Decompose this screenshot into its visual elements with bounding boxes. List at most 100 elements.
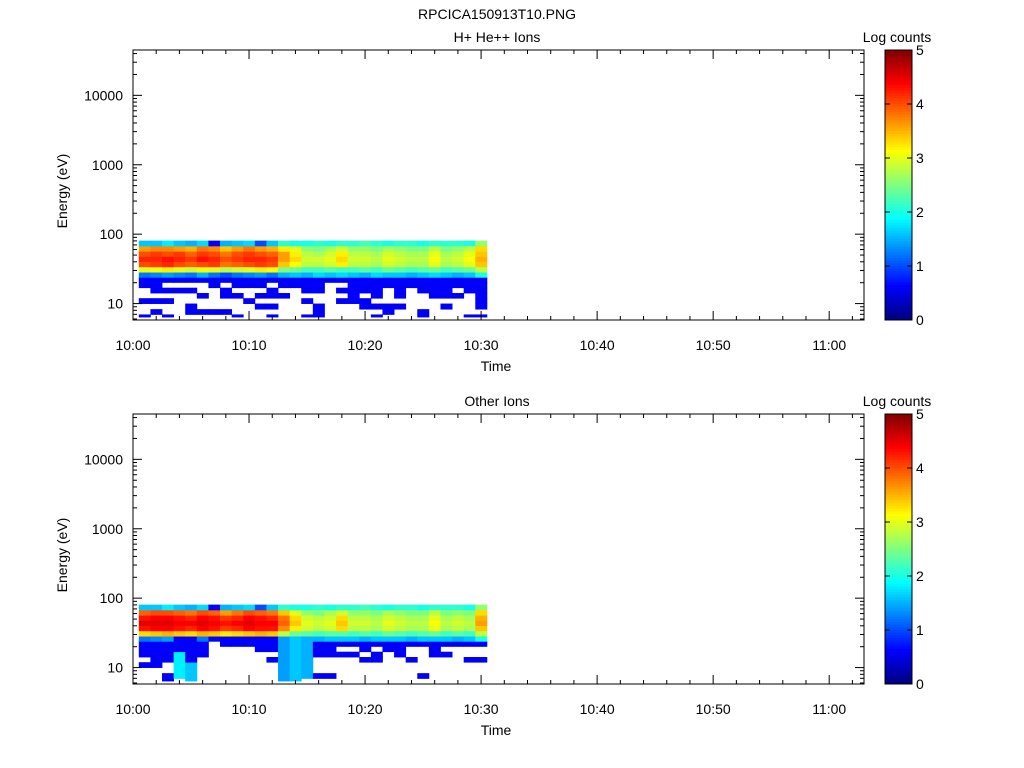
heatmap-cell — [394, 266, 407, 273]
colorbar-segment — [885, 443, 912, 447]
heatmap-cell — [417, 636, 430, 642]
colorbar-tick-label: 3 — [916, 150, 924, 166]
heatmap-cell — [231, 630, 244, 637]
heatmap-cell — [266, 293, 279, 299]
colorbar-segment — [885, 101, 912, 105]
colorbar-segment — [885, 489, 912, 493]
heatmap-cell — [475, 287, 488, 294]
colorbar-segment — [885, 616, 912, 620]
heatmap-cell — [382, 266, 395, 273]
heatmap-cell — [220, 293, 233, 299]
heatmap-cell — [231, 620, 244, 626]
heatmap-cell — [278, 657, 291, 663]
heatmap-cell — [220, 261, 233, 268]
colorbar-segment — [885, 681, 912, 685]
heatmap-cell — [359, 277, 372, 283]
heatmap-cell — [266, 646, 279, 653]
heatmap-cell — [138, 609, 151, 616]
heatmap-cell — [220, 630, 233, 637]
heatmap-cell — [220, 609, 233, 616]
colorbar-segment — [885, 260, 912, 264]
heatmap-cell — [301, 240, 314, 247]
heatmap-cell — [162, 272, 175, 278]
colorbar-segment — [885, 449, 912, 453]
heatmap-cell — [185, 657, 198, 663]
heatmap-cell — [463, 240, 476, 247]
colorbar-tick-label: 2 — [916, 568, 924, 584]
colorbar-tick-label: 4 — [916, 460, 924, 476]
colorbar-tick-label: 2 — [916, 204, 924, 220]
heatmap-cell — [359, 625, 372, 632]
heatmap-cell — [463, 657, 476, 663]
colorbar-segment — [885, 174, 912, 178]
heatmap-cell — [347, 272, 360, 278]
heatmap-cell — [266, 604, 279, 611]
heatmap-cell — [138, 615, 151, 621]
colorbar-segment — [885, 225, 912, 229]
heatmap-cell — [417, 604, 430, 611]
heatmap-cell — [220, 245, 233, 252]
heatmap-cell — [138, 646, 151, 653]
heatmap-cell — [428, 651, 441, 658]
heatmap-cell — [428, 604, 441, 611]
heatmap-cell — [301, 646, 314, 653]
colorbar-segment — [885, 112, 912, 116]
heatmap-cell — [475, 620, 488, 626]
heatmap-cell — [289, 667, 302, 674]
colorbar-segment — [885, 516, 912, 520]
heatmap-cell — [185, 266, 198, 273]
heatmap-cell — [324, 277, 337, 283]
colorbar-segment — [885, 603, 912, 607]
colorbar-segment — [885, 128, 912, 132]
heatmap-cell — [463, 625, 476, 632]
heatmap-cell — [405, 604, 418, 611]
heatmap-cell — [347, 609, 360, 616]
heatmap-cell — [266, 266, 279, 273]
colorbar-segment — [885, 549, 912, 553]
heatmap-cell — [440, 266, 453, 273]
heatmap-cell — [405, 282, 418, 289]
colorbar-segment — [885, 168, 912, 172]
heatmap-cell — [475, 636, 488, 642]
heatmap-cell — [382, 309, 395, 315]
heatmap-cell — [347, 287, 360, 294]
heatmap-cell — [394, 303, 407, 310]
heatmap-cell — [254, 625, 267, 632]
heatmap-cell — [405, 630, 418, 637]
heatmap-cell — [452, 636, 465, 642]
heatmap-cell — [301, 657, 314, 663]
heatmap-cell — [266, 251, 279, 257]
heatmap-cell — [440, 630, 453, 637]
heatmap-cell — [266, 625, 279, 632]
heatmap-cell — [196, 625, 209, 632]
heatmap-cell — [301, 615, 314, 621]
x-tick-label: 10:50 — [696, 337, 731, 353]
heatmap-cell — [370, 266, 383, 273]
colorbar-segment — [885, 71, 912, 75]
heatmap-cell — [370, 630, 383, 637]
heatmap-cell — [405, 245, 418, 252]
heatmap-cell — [243, 272, 256, 278]
heatmap-cell — [278, 604, 291, 611]
colorbar-segment — [885, 457, 912, 461]
heatmap-cell — [370, 272, 383, 278]
heatmap-cell — [278, 261, 291, 268]
colorbar-segment — [885, 106, 912, 110]
heatmap-cell — [185, 636, 198, 642]
heatmap-cell — [382, 256, 395, 262]
y-tick-label: 1000 — [92, 521, 123, 537]
heatmap-cell — [440, 615, 453, 621]
heatmap-cell — [162, 620, 175, 626]
colorbar-segment — [885, 414, 912, 418]
colorbar-segment — [885, 551, 912, 555]
colorbar-segment — [885, 430, 912, 434]
x-tick-label: 10:00 — [115, 337, 150, 353]
colorbar-segment — [885, 279, 912, 283]
y-tick-label: 10 — [107, 660, 123, 676]
heatmap-cell — [243, 630, 256, 637]
heatmap-cell — [254, 620, 267, 626]
heatmap-cell — [394, 641, 407, 647]
heatmap-cell — [301, 641, 314, 647]
heatmap-cell — [231, 636, 244, 642]
heatmap-cell — [138, 314, 151, 318]
